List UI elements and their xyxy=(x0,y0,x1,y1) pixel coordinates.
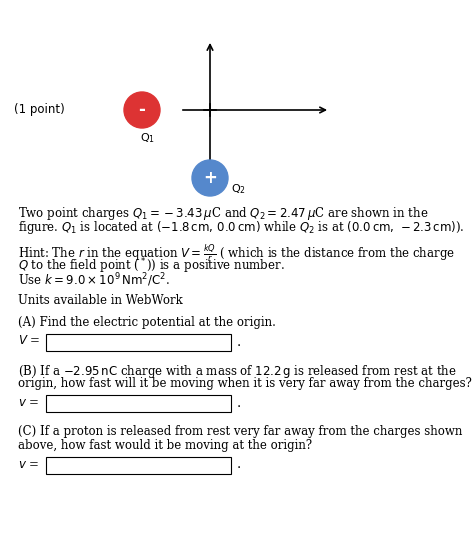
Circle shape xyxy=(192,160,228,196)
Text: (B) If a $-2.95\,\mathrm{nC}$ charge with a mass of $12.2\,\mathrm{g}$ is releas: (B) If a $-2.95\,\mathrm{nC}$ charge wit… xyxy=(18,363,457,380)
Text: origin, how fast will it be moving when it is very far away from the charges?: origin, how fast will it be moving when … xyxy=(18,378,472,390)
Text: Use $k = 9.0 \times 10^9\,\mathrm{Nm}^2/\mathrm{C}^2$.: Use $k = 9.0 \times 10^9\,\mathrm{Nm}^2/… xyxy=(18,271,170,289)
Text: .: . xyxy=(237,397,241,410)
Text: (C) If a proton is released from rest very far away from the charges shown: (C) If a proton is released from rest ve… xyxy=(18,424,462,438)
Text: (A) Find the electric potential at the origin.: (A) Find the electric potential at the o… xyxy=(18,316,276,329)
Text: .: . xyxy=(237,458,241,472)
Text: Two point charges $Q_1 = -3.43\,\mu$C and $Q_2 = 2.47\,\mu$C are shown in the: Two point charges $Q_1 = -3.43\,\mu$C an… xyxy=(18,205,428,222)
Text: Q$_1$: Q$_1$ xyxy=(140,131,155,145)
FancyBboxPatch shape xyxy=(46,395,231,412)
Text: -: - xyxy=(138,101,146,119)
Text: $v$ =: $v$ = xyxy=(18,457,39,470)
Text: $Q$ to the field point ($^*$)) is a positive number.: $Q$ to the field point ($^*$)) is a posi… xyxy=(18,256,285,276)
Text: above, how fast would it be moving at the origin?: above, how fast would it be moving at th… xyxy=(18,439,312,452)
Text: figure. $Q_1$ is located at $(-1.8\,\mathrm{cm},\,0.0\,\mathrm{cm})$ while $Q_2$: figure. $Q_1$ is located at $(-1.8\,\mat… xyxy=(18,220,465,237)
FancyBboxPatch shape xyxy=(46,333,231,350)
Text: +: + xyxy=(203,169,217,187)
Text: Units available in WebWork: Units available in WebWork xyxy=(18,294,183,306)
Text: $v$ =: $v$ = xyxy=(18,396,39,409)
Text: Q$_2$: Q$_2$ xyxy=(231,182,246,196)
Text: .: . xyxy=(237,335,241,349)
Text: $V$ =: $V$ = xyxy=(18,334,40,348)
Text: (1 point): (1 point) xyxy=(14,104,65,116)
Text: Hint: The $r$ in the equation $V = \frac{kQ}{r}$ ( which is the distance from th: Hint: The $r$ in the equation $V = \frac… xyxy=(18,242,455,264)
FancyBboxPatch shape xyxy=(46,457,231,473)
Circle shape xyxy=(124,92,160,128)
